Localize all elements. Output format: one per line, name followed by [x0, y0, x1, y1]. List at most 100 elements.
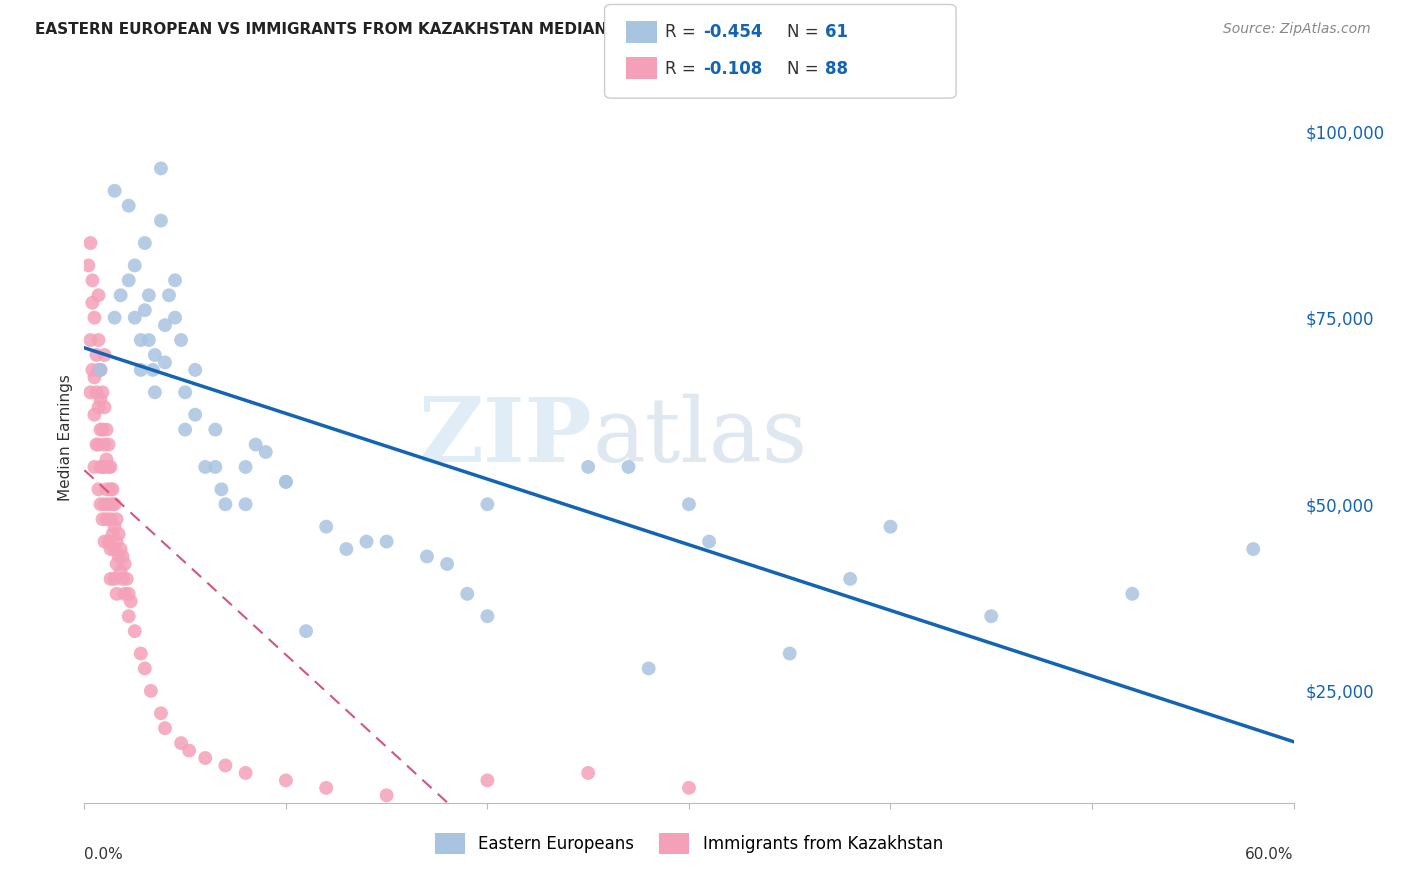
Point	[91, 512, 114, 526]
Point	[79, 333, 101, 347]
Point	[1121, 587, 1143, 601]
Point	[129, 647, 152, 661]
Point	[576, 766, 599, 780]
Point	[91, 459, 114, 474]
Text: N =: N =	[787, 60, 824, 78]
Point	[110, 542, 132, 557]
Point	[100, 459, 122, 474]
Point	[274, 475, 297, 489]
Point	[129, 333, 152, 347]
Point	[87, 333, 110, 347]
Point	[179, 743, 201, 757]
Point	[89, 459, 111, 474]
Point	[100, 572, 122, 586]
Point	[104, 310, 127, 325]
Point	[100, 512, 122, 526]
Point	[104, 184, 127, 198]
Point	[118, 199, 141, 213]
Point	[89, 363, 111, 377]
Point	[114, 557, 136, 571]
Point	[165, 273, 187, 287]
Text: 61: 61	[825, 23, 848, 41]
Point	[97, 437, 120, 451]
Point	[89, 392, 111, 407]
Point	[138, 288, 160, 302]
Point	[170, 333, 193, 347]
Point	[87, 437, 110, 451]
Point	[118, 273, 141, 287]
Point	[83, 408, 105, 422]
Point	[204, 423, 226, 437]
Point	[134, 661, 156, 675]
Point	[315, 780, 337, 795]
Text: 60.0%: 60.0%	[1246, 847, 1294, 862]
Point	[576, 459, 599, 474]
Point	[79, 385, 101, 400]
Point	[235, 459, 257, 474]
Point	[89, 423, 111, 437]
Point	[97, 497, 120, 511]
Point	[139, 683, 162, 698]
Point	[678, 780, 700, 795]
Point	[335, 542, 357, 557]
Point	[111, 572, 134, 586]
Point	[153, 318, 176, 332]
Point	[839, 572, 862, 586]
Point	[1241, 542, 1264, 557]
Point	[105, 534, 128, 549]
Point	[120, 594, 142, 608]
Text: ZIP: ZIP	[419, 393, 592, 481]
Point	[879, 519, 901, 533]
Point	[89, 363, 111, 377]
Point	[134, 235, 156, 250]
Text: atlas: atlas	[592, 393, 807, 481]
Point	[100, 483, 122, 497]
Point	[97, 534, 120, 549]
Point	[375, 534, 398, 549]
Point	[96, 452, 118, 467]
Point	[89, 497, 111, 511]
Point	[96, 483, 118, 497]
Point	[214, 497, 236, 511]
Point	[110, 288, 132, 302]
Point	[477, 497, 499, 511]
Point	[87, 288, 110, 302]
Point	[617, 459, 640, 474]
Point	[204, 459, 226, 474]
Text: Source: ZipAtlas.com: Source: ZipAtlas.com	[1223, 22, 1371, 37]
Point	[124, 310, 146, 325]
Point	[110, 565, 132, 579]
Point	[356, 534, 378, 549]
Point	[97, 459, 120, 474]
Point	[174, 385, 197, 400]
Point	[86, 348, 108, 362]
Point	[124, 624, 146, 639]
Point	[87, 401, 110, 415]
Point	[274, 773, 297, 788]
Point	[184, 408, 207, 422]
Point	[105, 587, 128, 601]
Point	[124, 259, 146, 273]
Point	[477, 609, 499, 624]
Point	[93, 401, 115, 415]
Point	[91, 423, 114, 437]
Point	[245, 437, 267, 451]
Point	[194, 459, 217, 474]
Point	[254, 445, 277, 459]
Point	[274, 475, 297, 489]
Point	[980, 609, 1002, 624]
Point	[104, 572, 127, 586]
Point	[83, 459, 105, 474]
Point	[143, 348, 166, 362]
Point	[115, 572, 138, 586]
Point	[436, 557, 458, 571]
Point	[101, 527, 124, 541]
Text: -0.108: -0.108	[703, 60, 762, 78]
Point	[157, 288, 180, 302]
Point	[779, 647, 801, 661]
Point	[100, 542, 122, 557]
Point	[111, 549, 134, 564]
Y-axis label: Median Earnings: Median Earnings	[58, 374, 73, 500]
Point	[82, 295, 104, 310]
Point	[93, 437, 115, 451]
